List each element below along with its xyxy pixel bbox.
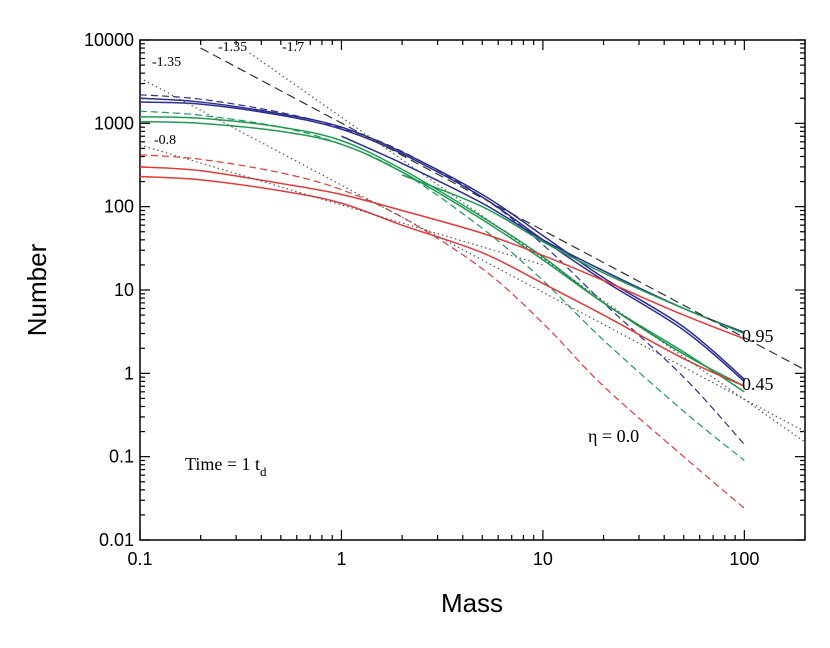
y-tick-label: 1000	[94, 113, 134, 133]
annotation-time-main: Time = 1 t	[185, 454, 260, 474]
series-line	[140, 166, 745, 340]
annotation-slope-1-35-left: -1.35	[152, 55, 181, 70]
series-line	[249, 52, 805, 443]
y-axis-title: Number	[22, 243, 52, 336]
annotation-eta-0-95: 0.95	[742, 326, 774, 346]
annotation-time: Time = 1 td	[185, 454, 267, 479]
annotation-time-subscript: d	[260, 464, 267, 479]
annotation-slope-1-7: -1.7	[282, 40, 304, 55]
y-tick-label: 100	[104, 197, 134, 217]
axis-ticks	[139, 39, 806, 541]
x-tick-label: 100	[729, 549, 759, 569]
series-line	[140, 120, 745, 387]
y-tick-label: 10	[114, 280, 134, 300]
annotation-slope-0-8: -0.8	[154, 133, 176, 148]
y-tick-label: 10000	[84, 30, 134, 50]
series-line	[401, 174, 745, 335]
annotation-eta-0-0: η = 0.0	[588, 426, 639, 446]
y-tick-label: 0.01	[99, 530, 134, 550]
series-line	[200, 47, 805, 371]
annotation-eta-0-45: 0.45	[742, 374, 774, 394]
x-axis-title: Mass	[441, 588, 503, 618]
series-layer	[140, 47, 805, 509]
series-line	[140, 94, 745, 445]
series-line	[140, 175, 745, 387]
x-tick-labels: 0.1 1 10 100	[127, 549, 759, 569]
series-line	[140, 77, 805, 433]
x-tick-label: 0.1	[127, 549, 152, 569]
series-line	[140, 101, 745, 382]
x-tick-label: 10	[533, 549, 553, 569]
annotation-slope-1-35-top: -1.35	[218, 40, 247, 55]
series-line	[140, 144, 544, 266]
series-line	[341, 135, 745, 334]
y-tick-label: 1	[124, 363, 134, 383]
y-tick-label: 0.1	[109, 447, 134, 467]
y-tick-labels: 0.01 0.1 1 10 100 1000 10000	[84, 30, 134, 550]
series-line	[140, 97, 745, 380]
series-line	[140, 154, 745, 509]
x-tick-label: 1	[336, 549, 346, 569]
series-line	[140, 115, 745, 393]
